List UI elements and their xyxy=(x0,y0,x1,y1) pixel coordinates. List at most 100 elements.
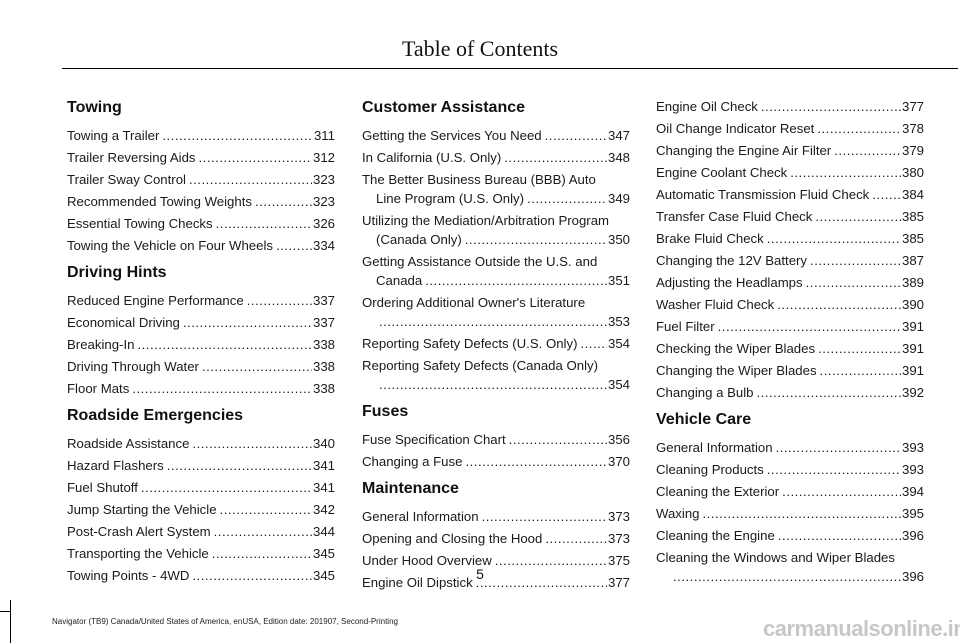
toc-entry[interactable]: Towing Points - 4WD 345 xyxy=(67,566,335,585)
dot-leader xyxy=(545,529,607,548)
dot-leader xyxy=(806,273,901,292)
toc-entry[interactable]: Opening and Closing the Hood 373 xyxy=(362,529,630,548)
toc-entry-title: In California (U.S. Only) xyxy=(362,150,502,165)
toc-entry[interactable]: Checking the Wiper Blades 391 xyxy=(656,339,924,358)
section-heading: Driving Hints xyxy=(67,264,167,281)
crop-mark xyxy=(0,611,11,612)
toc-entry[interactable]: Trailer Sway Control 323 xyxy=(67,170,335,189)
dot-leader xyxy=(255,192,312,211)
toc-entry-page: 377 xyxy=(901,99,924,114)
toc-entry[interactable]: Changing the Wiper Blades 391 xyxy=(656,361,924,380)
toc-entry[interactable]: The Better Business Bureau (BBB) Auto Lin… xyxy=(362,170,630,208)
toc-entry-page: 334 xyxy=(312,238,335,253)
toc-entry[interactable]: Engine Coolant Check 380 xyxy=(656,163,924,182)
toc-entry[interactable]: Changing a Bulb 392 xyxy=(656,383,924,402)
toc-entry[interactable]: Driving Through Water 338 xyxy=(67,357,335,376)
toc-entry[interactable]: Transfer Case Fluid Check 385 xyxy=(656,207,924,226)
header-divider xyxy=(62,68,958,69)
toc-entry[interactable]: Getting the Services You Need 347 xyxy=(362,126,630,145)
dot-leader xyxy=(790,163,901,182)
toc-entry[interactable]: Post-Crash Alert System 344 xyxy=(67,522,335,541)
dot-leader xyxy=(527,189,607,208)
toc-entry-page: 385 xyxy=(901,231,924,246)
toc-entry-page: 311 xyxy=(313,128,335,143)
toc-entry-page: 392 xyxy=(901,385,924,400)
toc-entry-page: 379 xyxy=(901,143,924,158)
toc-entry[interactable]: Jump Starting the Vehicle 342 xyxy=(67,500,335,519)
toc-entry-title: Cleaning the Exterior xyxy=(656,484,780,499)
toc-entry[interactable]: Washer Fluid Check 390 xyxy=(656,295,924,314)
toc-entry[interactable]: Recommended Towing Weights 323 xyxy=(67,192,335,211)
toc-entry[interactable]: Engine Oil Dipstick 377 xyxy=(362,573,630,592)
toc-entry-page: 347 xyxy=(607,128,630,143)
toc-entry-title: General Information xyxy=(656,440,773,455)
toc-entry[interactable]: Reduced Engine Performance 337 xyxy=(67,291,335,310)
dot-leader xyxy=(137,335,312,354)
toc-entry-title: Engine Oil Check xyxy=(656,99,758,114)
toc-entry-title: Getting the Services You Need xyxy=(362,128,542,143)
toc-entry[interactable]: Transporting the Vehicle 345 xyxy=(67,544,335,563)
toc-entry[interactable]: Engine Oil Check 377 xyxy=(656,97,924,116)
toc-entry[interactable]: Fuse Specification Chart 356 xyxy=(362,430,630,449)
toc-entry-page: 354 xyxy=(607,377,630,392)
toc-entry[interactable]: Utilizing the Mediation/Arbitration Prog… xyxy=(362,211,630,249)
toc-entry[interactable]: Under Hood Overview 375 xyxy=(362,551,630,570)
toc-entry-page: 395 xyxy=(901,506,924,521)
dot-leader xyxy=(761,97,901,116)
toc-entry-page: 338 xyxy=(312,381,335,396)
toc-entry[interactable]: Reporting Safety Defects (U.S. Only) 354 xyxy=(362,334,630,353)
toc-entry[interactable]: Cleaning the Exterior 394 xyxy=(656,482,924,501)
dot-leader xyxy=(810,251,901,270)
toc-entry-page: 377 xyxy=(607,575,630,590)
section-heading: Fuses xyxy=(362,403,409,420)
toc-entry[interactable]: General Information 373 xyxy=(362,507,630,526)
toc-entry[interactable]: Changing the 12V Battery 387 xyxy=(656,251,924,270)
toc-entry[interactable]: Breaking-In 338 xyxy=(67,335,335,354)
toc-entry-title: Post-Crash Alert System xyxy=(67,524,211,539)
toc-entry[interactable]: Automatic Transmission Fluid Check 384 xyxy=(656,185,924,204)
toc-entry[interactable]: Fuel Filter 391 xyxy=(656,317,924,336)
toc-entry[interactable]: Cleaning the Engine 396 xyxy=(656,526,924,545)
toc-entry[interactable]: Floor Mats 338 xyxy=(67,379,335,398)
toc-entry[interactable]: Brake Fluid Check 385 xyxy=(656,229,924,248)
toc-entry[interactable]: Essential Towing Checks 326 xyxy=(67,214,335,233)
dot-leader xyxy=(183,313,312,332)
toc-entry[interactable]: Cleaning the Windows and Wiper Blades 396 xyxy=(656,548,924,586)
toc-entry[interactable]: Economical Driving 337 xyxy=(67,313,335,332)
toc-entry-page: 394 xyxy=(901,484,924,499)
dot-leader xyxy=(504,148,607,167)
toc-entry[interactable]: Cleaning Products 393 xyxy=(656,460,924,479)
dot-leader xyxy=(580,334,607,353)
toc-entry-page: 380 xyxy=(901,165,924,180)
dot-leader xyxy=(778,526,901,545)
toc-entry[interactable]: Getting Assistance Outside the U.S. and C… xyxy=(362,252,630,290)
dot-leader xyxy=(192,434,312,453)
toc-entry[interactable]: Trailer Reversing Aids 312 xyxy=(67,148,335,167)
toc-entry-title: Essential Towing Checks xyxy=(67,216,213,231)
toc-entry[interactable]: In California (U.S. Only) 348 xyxy=(362,148,630,167)
dot-leader xyxy=(425,271,607,290)
toc-entry[interactable]: Fuel Shutoff 341 xyxy=(67,478,335,497)
toc-entry[interactable]: Oil Change Indicator Reset 378 xyxy=(656,119,924,138)
toc-entry-title: Adjusting the Headlamps xyxy=(656,275,803,290)
toc-entry[interactable]: Hazard Flashers 341 xyxy=(67,456,335,475)
toc-entry[interactable]: Adjusting the Headlamps 389 xyxy=(656,273,924,292)
dot-leader xyxy=(718,317,901,336)
toc-entry[interactable]: Roadside Assistance 340 xyxy=(67,434,335,453)
toc-entry[interactable]: Towing a Trailer 311 xyxy=(67,126,335,145)
toc-entry[interactable]: Waxing 395 xyxy=(656,504,924,523)
toc-entry[interactable]: Towing the Vehicle on Four Wheels 334 xyxy=(67,236,335,255)
toc-entry[interactable]: Ordering Additional Owner's Literature 35… xyxy=(362,293,630,331)
toc-column-1: Towing Towing a Trailer 311 Trailer Reversi… xyxy=(67,98,335,593)
toc-entry[interactable]: General Information 393 xyxy=(656,438,924,457)
toc-entry[interactable]: Changing the Engine Air Filter 379 xyxy=(656,141,924,160)
toc-entry-page: 391 xyxy=(901,319,924,334)
section-heading: Customer Assistance xyxy=(362,99,526,116)
toc-entry[interactable]: Reporting Safety Defects (Canada Only) 35… xyxy=(362,356,630,394)
toc-entry-page: 345 xyxy=(312,568,335,583)
toc-entry-title: Economical Driving xyxy=(67,315,180,330)
toc-entry-page: 344 xyxy=(312,524,335,539)
toc-entry[interactable]: Changing a Fuse 370 xyxy=(362,452,630,471)
toc-entry-title: Reporting Safety Defects (Canada Only) xyxy=(362,358,599,373)
